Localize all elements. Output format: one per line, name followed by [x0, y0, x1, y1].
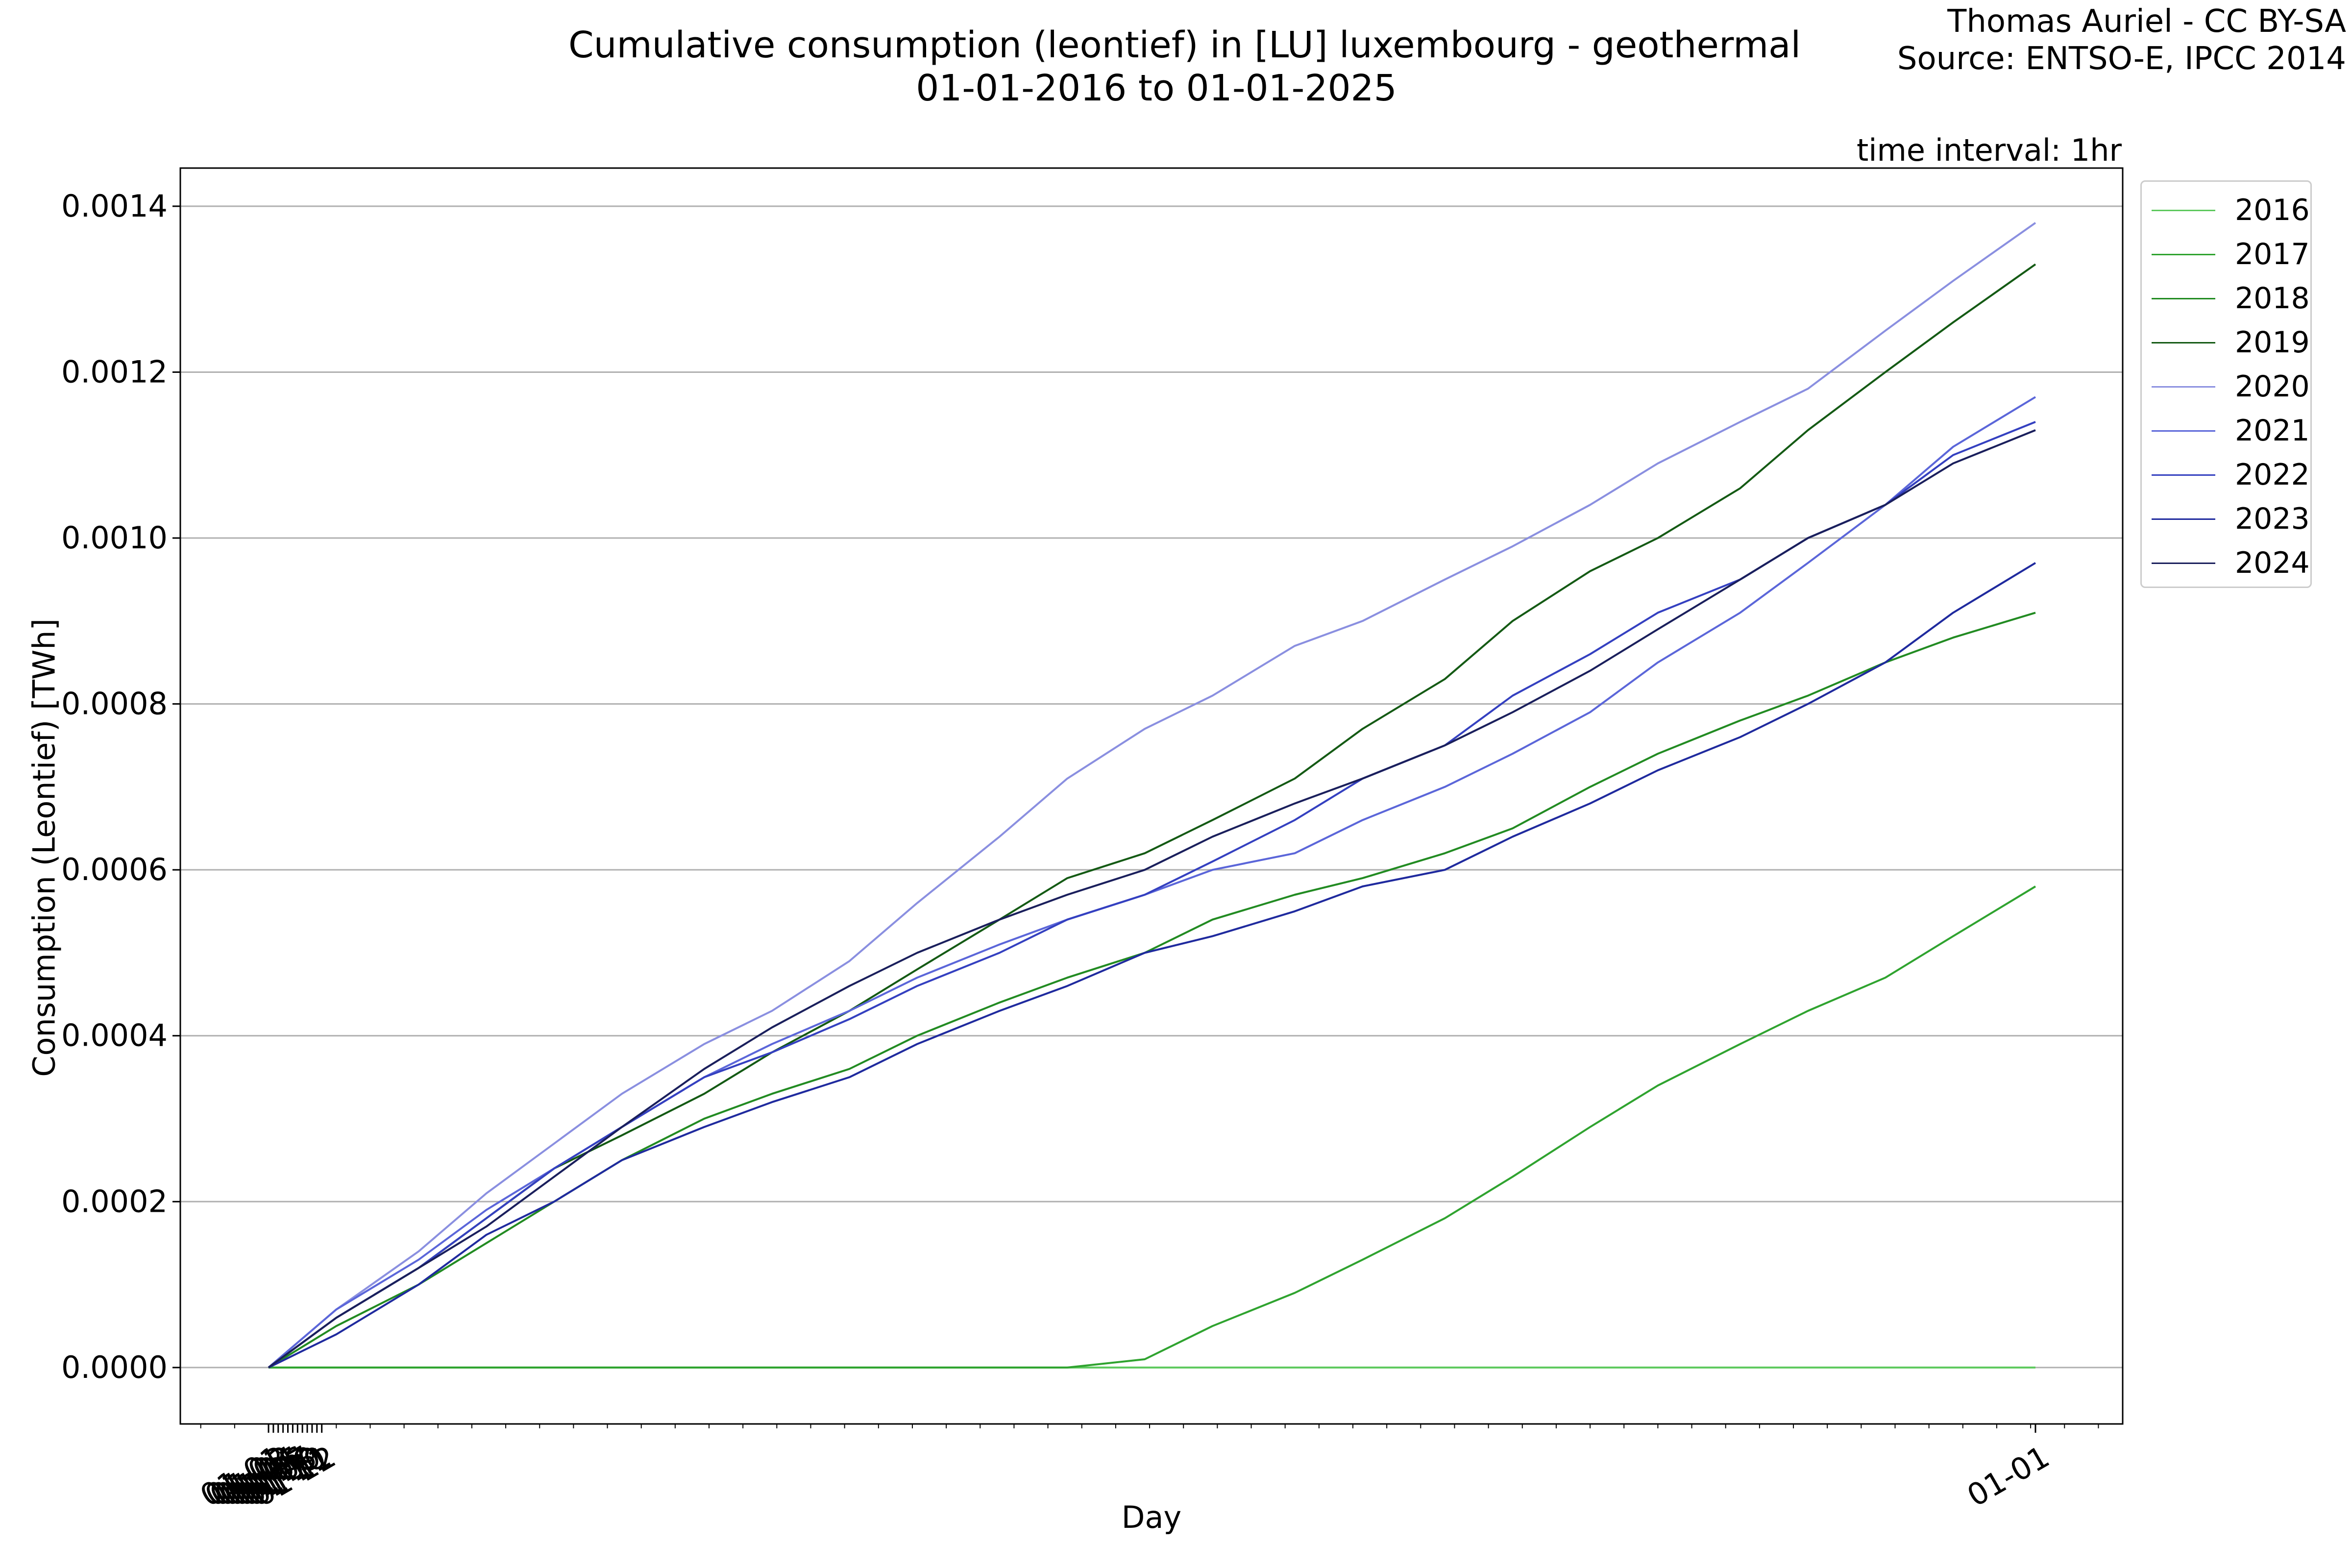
legend-item-2021: 2021 — [2152, 411, 2310, 450]
legend-label: 2018 — [2235, 281, 2310, 316]
y-tick-label: 0.0004 — [61, 1018, 168, 1054]
y-tick-label: 0.0012 — [61, 354, 168, 390]
legend-swatch — [2152, 342, 2215, 343]
series-line-2022 — [268, 421, 2036, 1369]
legend-label: 2019 — [2235, 325, 2310, 360]
legend-item-2016: 2016 — [2152, 191, 2310, 230]
legend-item-2020: 2020 — [2152, 367, 2310, 406]
series-line-2020 — [268, 222, 2036, 1369]
legend-label: 2023 — [2235, 502, 2310, 536]
legend-item-2024: 2024 — [2152, 543, 2310, 583]
y-tick-label: 0.0008 — [61, 686, 168, 722]
attribution-author: Thomas Auriel - CC BY-SA — [1947, 3, 2346, 40]
legend-swatch — [2152, 209, 2215, 211]
chart-title-line-1: Cumulative consumption (leontief) in [LU… — [568, 24, 1801, 66]
series-line-2023 — [268, 562, 2036, 1369]
legend-item-2019: 2019 — [2152, 323, 2310, 362]
series-line-2024 — [268, 429, 2036, 1369]
y-axis-label: Consumption (Leontief) [TWh] — [26, 618, 62, 1077]
legend-swatch — [2152, 430, 2215, 432]
legend-label: 2016 — [2235, 193, 2310, 227]
y-tick-label: 0.0002 — [61, 1183, 168, 1219]
legend-item-2023: 2023 — [2152, 499, 2310, 539]
chart-title: Cumulative consumption (leontief) in [LU… — [568, 24, 1801, 110]
legend-item-2022: 2022 — [2152, 455, 2310, 494]
legend-swatch — [2152, 297, 2215, 299]
attribution: Thomas Auriel - CC BY-SA Source: ENTSO-E… — [1897, 3, 2346, 77]
legend-label: 2017 — [2235, 237, 2310, 271]
x-axis-label: Day — [1121, 1499, 1182, 1535]
y-tick-label: 0.0010 — [61, 520, 168, 556]
time-interval-note: time interval: 1hr — [1857, 132, 2122, 168]
legend-label: 2022 — [2235, 458, 2310, 492]
legend-swatch — [2152, 562, 2215, 564]
series-line-2021 — [268, 396, 2036, 1369]
y-tick-label: 0.0014 — [61, 188, 168, 224]
legend-label: 2021 — [2235, 414, 2310, 448]
chart-title-line-2: 01-01-2016 to 01-01-2025 — [916, 67, 1397, 109]
y-tick-label: 0.0006 — [61, 852, 168, 887]
legend-swatch — [2152, 253, 2215, 255]
legend-swatch — [2152, 474, 2215, 476]
series-line-2017 — [269, 885, 2036, 1369]
plot-frame — [179, 167, 2124, 1425]
x-tick-label: 01-01 — [1961, 1439, 2056, 1514]
legend-swatch — [2152, 386, 2215, 388]
legend-swatch — [2152, 518, 2215, 520]
legend-label: 2020 — [2235, 369, 2310, 404]
attribution-source: Source: ENTSO-E, IPCC 2014 — [1897, 41, 2346, 77]
legend-label: 2024 — [2235, 546, 2310, 580]
y-tick-label: 0.0000 — [61, 1349, 168, 1385]
legend-item-2018: 2018 — [2152, 279, 2310, 318]
legend-item-2017: 2017 — [2152, 235, 2310, 274]
chart-legend: 2016 2017 2018 2019 2020 2021 2022 2023 2024 — [2140, 180, 2312, 588]
